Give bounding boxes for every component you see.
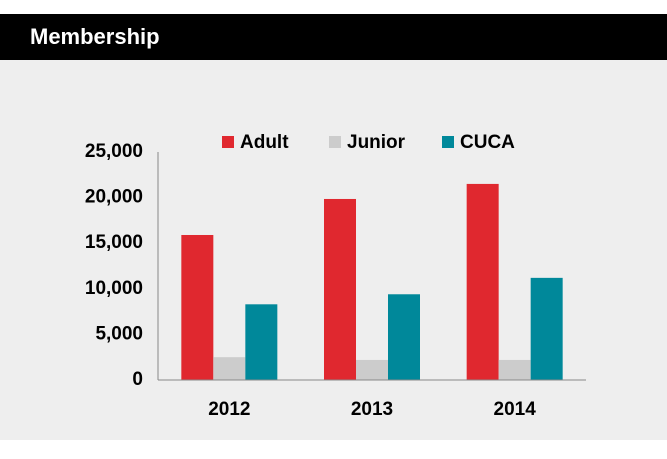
y-tick-label: 10,000	[85, 278, 143, 299]
bar	[324, 198, 356, 380]
y-tick-label: 25,000	[85, 141, 143, 162]
y-tick-label: 0	[132, 369, 143, 390]
y-tick-label: 15,000	[85, 232, 143, 253]
legend-swatch	[442, 136, 454, 148]
legend-swatch	[329, 136, 341, 148]
bar	[498, 359, 531, 380]
x-tick-label: 2014	[494, 399, 537, 420]
bar	[530, 277, 563, 380]
x-tick-label: 2012	[208, 399, 250, 420]
legend-label: CUCA	[460, 132, 515, 153]
bar	[388, 294, 420, 380]
chart-title: Membership	[30, 24, 160, 49]
bar	[466, 183, 499, 380]
legend-swatch	[222, 136, 234, 148]
header-bar	[0, 14, 667, 60]
bar	[181, 234, 214, 380]
bar	[213, 357, 246, 380]
y-tick-label: 20,000	[85, 187, 143, 208]
legend-label: Junior	[347, 132, 406, 153]
bar	[245, 304, 278, 380]
y-tick-label: 5,000	[95, 323, 143, 344]
x-tick-label: 2013	[351, 399, 393, 420]
legend-label: Adult	[240, 132, 289, 153]
bar	[356, 359, 388, 380]
